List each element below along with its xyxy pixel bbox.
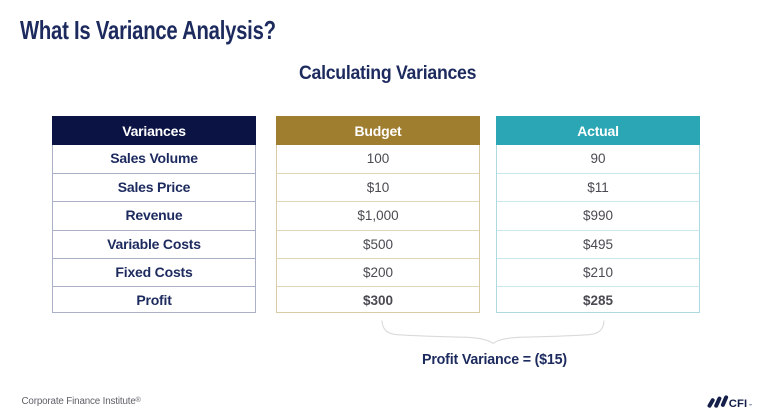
svg-text:CFI: CFI (729, 398, 748, 410)
svg-text:™: ™ (748, 404, 752, 408)
